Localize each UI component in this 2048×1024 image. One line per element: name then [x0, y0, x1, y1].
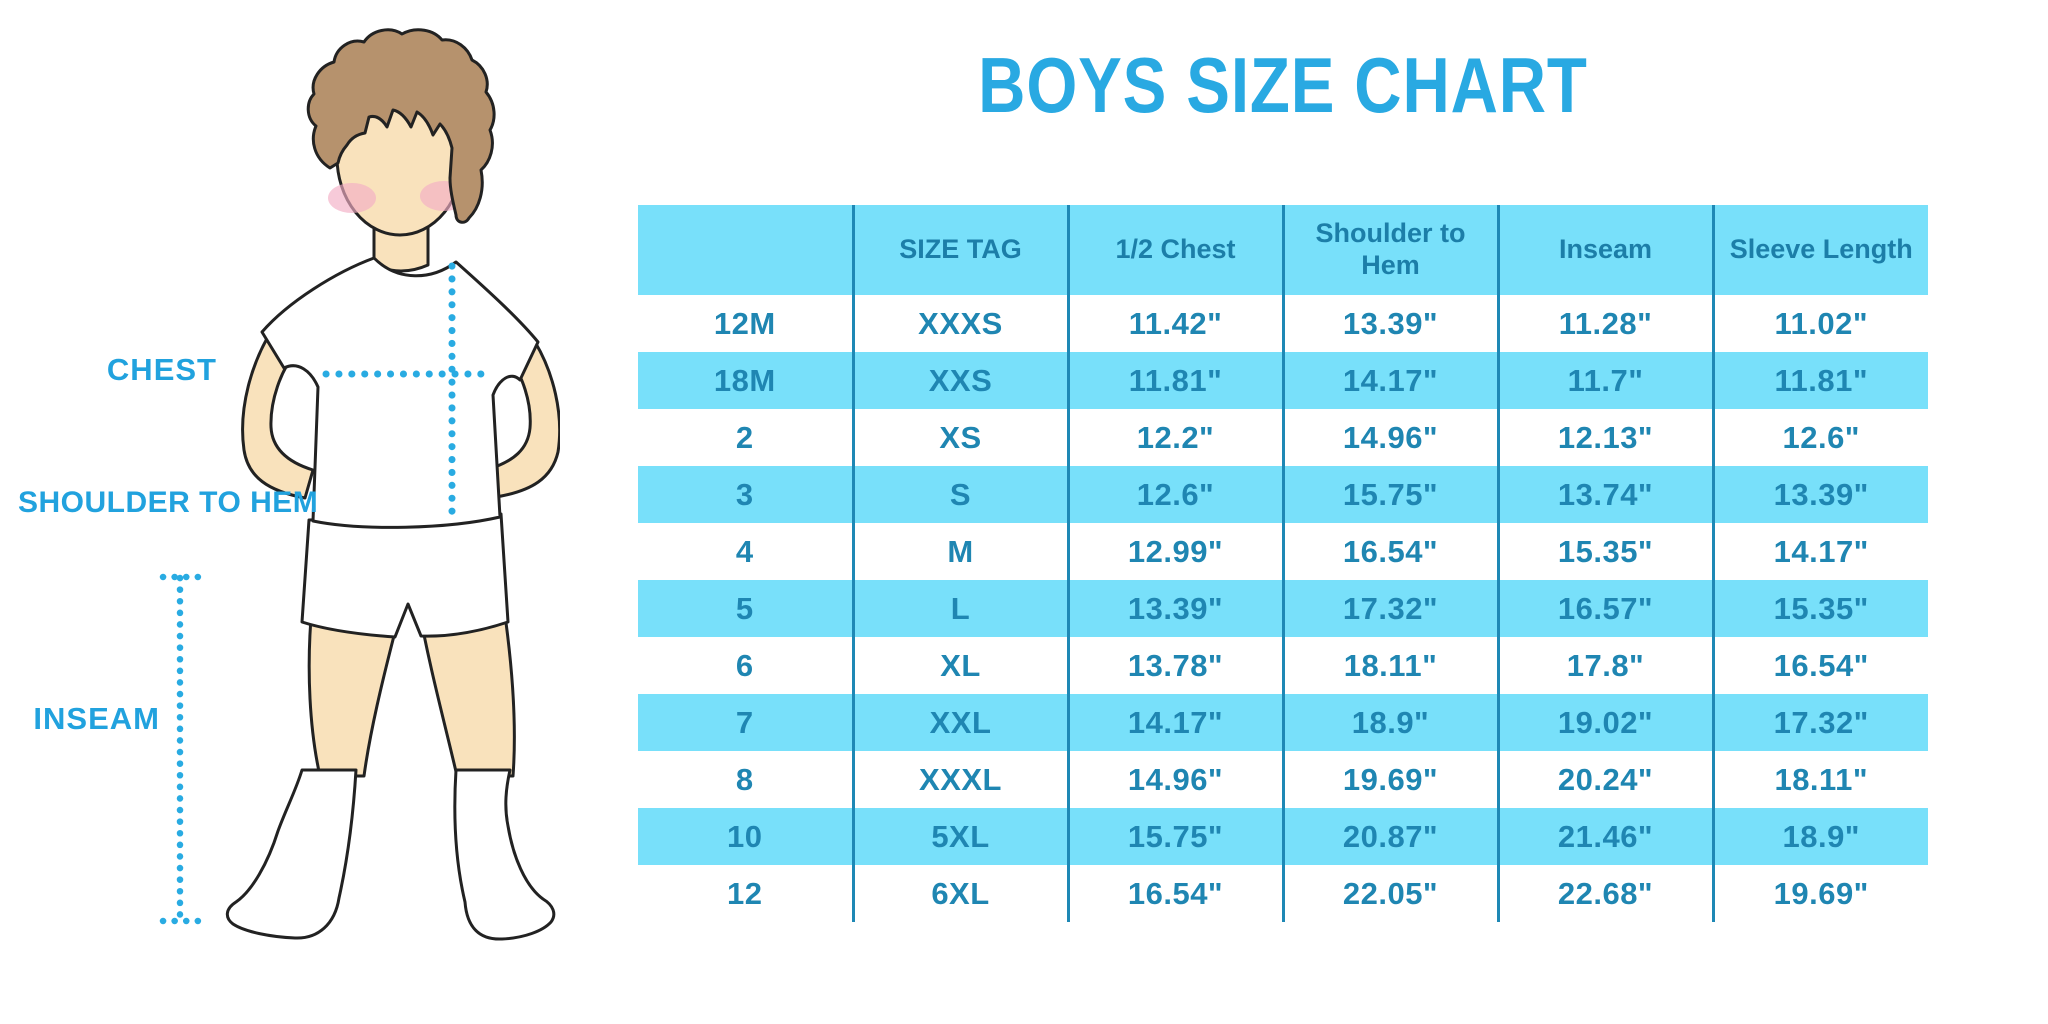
- table-cell: XL: [851, 637, 1068, 694]
- boy-shirt: [260, 256, 540, 529]
- table-cell: 18.11": [1711, 751, 1928, 808]
- table-cell: 12.99": [1066, 523, 1283, 580]
- size-chart-table: SIZE TAG 1/2 Chest Shoulder to Hem Insea…: [638, 205, 1928, 922]
- left-sock: [225, 768, 358, 940]
- table-cell: 11.81": [1711, 352, 1928, 409]
- table-cell: 17.32": [1281, 580, 1498, 637]
- table-cell: 11.42": [1066, 295, 1283, 352]
- table-row: 12 6XL 16.54" 22.05" 22.68" 19.69": [638, 865, 1928, 922]
- table-cell: 14.17": [1711, 523, 1928, 580]
- table-cell: 12M: [713, 305, 776, 341]
- table-cell: 14.96": [1066, 751, 1283, 808]
- table-row: 18M XXS 11.81" 14.17" 11.7" 11.81": [638, 352, 1928, 409]
- column-header: [638, 205, 853, 295]
- left-arm: [241, 328, 315, 500]
- table-cell: 15.75": [1066, 808, 1283, 865]
- table-cell: 15.35": [1711, 580, 1928, 637]
- table-cell: 5: [735, 590, 754, 626]
- table-row: 2 XS 12.2" 14.96" 12.13" 12.6": [638, 409, 1928, 466]
- table-cell: 18M: [713, 362, 776, 398]
- table-row: 12M XXXS 11.42" 13.39" 11.28" 11.02": [638, 295, 1928, 352]
- table-cell: M: [851, 523, 1068, 580]
- table-row: 5 L 13.39" 17.32" 16.57" 15.35": [638, 580, 1928, 637]
- boy-illustration: [159, 28, 560, 941]
- table-row: 10 5XL 15.75" 20.87" 21.46" 18.9": [638, 808, 1928, 865]
- table-cell: 16.54": [1066, 865, 1283, 922]
- table-cell: 20.24": [1496, 751, 1713, 808]
- table-cell: 6: [735, 647, 754, 683]
- table-cell: 16.54": [1281, 523, 1498, 580]
- table-cell: 13.74": [1496, 466, 1713, 523]
- table-cell: XS: [851, 409, 1068, 466]
- table-cell: 19.02": [1496, 694, 1713, 751]
- table-cell: 16.54": [1711, 637, 1928, 694]
- table-cell: 8: [735, 761, 754, 797]
- table-cell: 13.39": [1281, 295, 1498, 352]
- table-cell: 11.28": [1496, 295, 1713, 352]
- table-row: 7 XXL 14.17" 18.9" 19.02" 17.32": [638, 694, 1928, 751]
- table-row: 4 M 12.99" 16.54" 15.35" 14.17": [638, 523, 1928, 580]
- table-cell: 21.46": [1496, 808, 1713, 865]
- column-header: Sleeve Length: [1711, 205, 1928, 295]
- table-cell: 6XL: [851, 865, 1068, 922]
- shoulder-to-hem-label: SHOULDER TO HEM: [18, 486, 319, 519]
- table-cell: 15.75": [1281, 466, 1498, 523]
- table-cell: XXL: [851, 694, 1068, 751]
- column-header: Inseam: [1496, 205, 1713, 295]
- page-title: BOYS SIZE CHART: [978, 41, 1588, 129]
- table-row: 8 XXXL 14.96" 19.69" 20.24" 18.11": [638, 751, 1928, 808]
- column-header: Shoulder to Hem: [1281, 205, 1498, 295]
- table-cell: 12: [727, 875, 763, 911]
- table-cell: 14.96": [1281, 409, 1498, 466]
- table-cell: 20.87": [1281, 808, 1498, 865]
- table-cell: 13.78": [1066, 637, 1283, 694]
- table-cell: 19.69": [1281, 751, 1498, 808]
- boy-shorts: [300, 512, 510, 639]
- table-cell: 12.6": [1711, 409, 1928, 466]
- table-cell: 3: [735, 476, 754, 512]
- table-row: 3 S 12.6" 15.75" 13.74" 13.39": [638, 466, 1928, 523]
- table-cell: 19.69": [1711, 865, 1928, 922]
- table-cell: 14.17": [1066, 694, 1283, 751]
- table-cell: 17.8": [1496, 637, 1713, 694]
- table-cell: 13.39": [1066, 580, 1283, 637]
- table-cell: 18.9": [1281, 694, 1498, 751]
- table-cell: 18.9": [1711, 808, 1928, 865]
- left-cheek: [328, 183, 376, 213]
- boy-hair: [306, 28, 496, 224]
- table-cell: L: [851, 580, 1068, 637]
- right-sock: [453, 768, 556, 941]
- table-cell: 22.68": [1496, 865, 1713, 922]
- left-leg: [307, 602, 399, 778]
- table-cell: 4: [735, 533, 754, 569]
- table-cell: 16.57": [1496, 580, 1713, 637]
- table-cell: XXS: [851, 352, 1068, 409]
- table-cell: 18.11": [1281, 637, 1498, 694]
- table-header-row: SIZE TAG 1/2 Chest Shoulder to Hem Insea…: [638, 205, 1928, 295]
- inseam-label: INSEAM: [33, 701, 160, 736]
- table-cell: 5XL: [851, 808, 1068, 865]
- table-cell: 12.6": [1066, 466, 1283, 523]
- table-cell: S: [851, 466, 1068, 523]
- table-cell: 12.2": [1066, 409, 1283, 466]
- table-cell: 10: [727, 818, 763, 854]
- table-cell: 17.32": [1711, 694, 1928, 751]
- column-header: 1/2 Chest: [1066, 205, 1283, 295]
- table-cell: 13.39": [1711, 466, 1928, 523]
- table-row: 6 XL 13.78" 18.11" 17.8" 16.54": [638, 637, 1928, 694]
- table-cell: 12.13": [1496, 409, 1713, 466]
- chest-label: CHEST: [106, 352, 217, 387]
- table-cell: 11.7": [1496, 352, 1713, 409]
- table-cell: 11.02": [1711, 295, 1928, 352]
- table-cell: 7: [735, 704, 754, 740]
- table-cell: XXXS: [851, 295, 1068, 352]
- table-cell: 2: [735, 419, 754, 455]
- table-cell: 14.17": [1281, 352, 1498, 409]
- table-cell: 15.35": [1496, 523, 1713, 580]
- column-header: SIZE TAG: [851, 205, 1068, 295]
- table-cell: 11.81": [1066, 352, 1283, 409]
- table-cell: XXXL: [851, 751, 1068, 808]
- table-cell: 22.05": [1281, 865, 1498, 922]
